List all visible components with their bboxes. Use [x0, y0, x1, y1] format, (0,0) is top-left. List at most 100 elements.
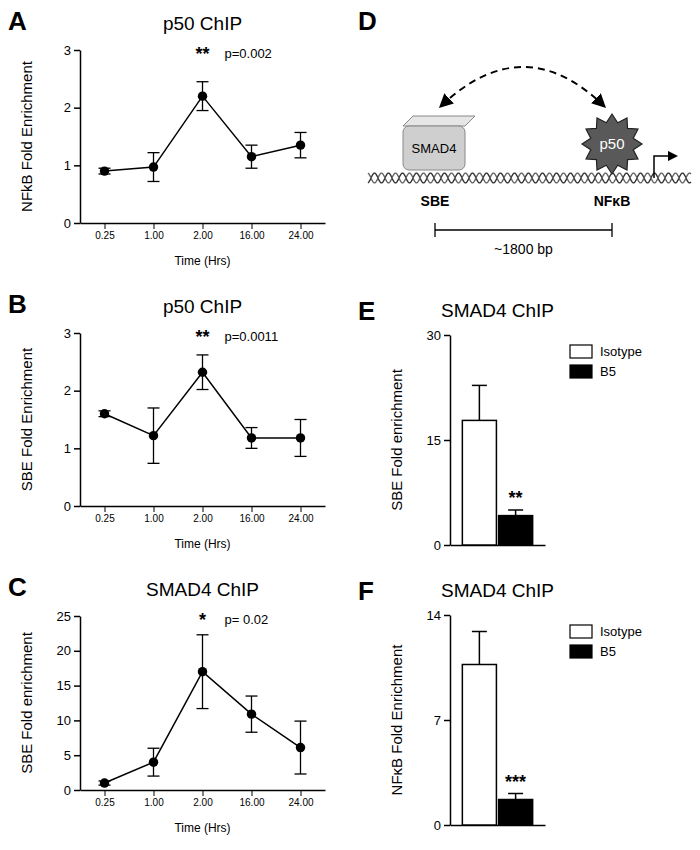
- y-tick: 14: [427, 608, 450, 623]
- panel: A01230.251.002.0016.0024.00p50 ChIPNFkB …: [8, 6, 326, 268]
- y-tick-mark: [74, 107, 80, 109]
- site-label: NFκB: [594, 193, 631, 209]
- figure: A01230.251.002.0016.0024.00p50 ChIPNFkB …: [0, 0, 700, 850]
- x-tick-mark: [203, 506, 204, 512]
- error-bar-cap: [148, 152, 160, 153]
- error-bar: [148, 153, 160, 182]
- x-tick-mark: [105, 506, 106, 512]
- point: [247, 433, 256, 442]
- y-tick: 2: [64, 383, 80, 398]
- legend: IsotypeB5: [570, 624, 642, 659]
- y-tick-label: 14: [427, 608, 441, 623]
- error-bar-cap: [197, 354, 209, 355]
- y-tick-label: 1: [64, 158, 71, 173]
- y-tick-label: 20: [57, 643, 71, 658]
- y-tick: 0: [64, 783, 80, 798]
- y-tick: 0: [434, 538, 450, 553]
- y-tick-mark: [444, 720, 450, 722]
- error-bar-stem: [479, 385, 481, 420]
- point: [296, 743, 305, 752]
- y-tick-label: 5: [64, 748, 71, 763]
- y-tick: 20: [57, 643, 80, 658]
- panel: DSMAD4p50SBENFκB~1800 bp: [358, 6, 691, 257]
- y-tick: 15: [57, 678, 80, 693]
- error-bar-cap: [148, 463, 160, 464]
- point: [198, 667, 207, 676]
- x-tick-mark: [105, 223, 106, 229]
- x-tick-mark: [203, 223, 204, 229]
- x-tick: 0.25: [95, 506, 115, 524]
- bar: [462, 420, 496, 545]
- distance-label: ~1800 bp: [494, 241, 553, 257]
- title: SMAD4 ChIP: [146, 579, 259, 600]
- error-bar-cap: [197, 389, 209, 390]
- marks: [462, 632, 532, 826]
- significance-stars: **: [195, 327, 209, 347]
- protein-label: SMAD4: [412, 141, 457, 156]
- error-bar-cap: [246, 144, 258, 145]
- protein-label: p50: [599, 135, 624, 152]
- x-tick: 16.00: [239, 223, 264, 241]
- y-axis: 01530: [427, 328, 451, 553]
- y-tick-label: 0: [64, 783, 71, 798]
- point: [100, 409, 109, 418]
- y-tick-label: 25: [57, 609, 71, 624]
- y-axis: 0 7 14: [427, 608, 451, 833]
- legend-label: Isotype: [600, 624, 642, 639]
- x-tick: 24.00: [288, 790, 313, 808]
- x-axis: 0.251.002.0016.0024.00: [81, 790, 326, 808]
- error-bar-cap: [508, 509, 523, 511]
- title: p50 ChIP: [163, 296, 242, 317]
- panel: E01530**SMAD4 ChIPSBE Fold enrichmentIso…: [358, 296, 642, 553]
- y-tick-mark: [444, 545, 450, 547]
- panel: C05101520250.251.002.0016.0024.00SMAD4 C…: [8, 572, 326, 835]
- y-tick: 2: [64, 100, 80, 115]
- y-tick-label: 15: [57, 678, 71, 693]
- x-tick-label: 1.00: [144, 230, 164, 241]
- point: [198, 91, 207, 100]
- error-bar: [197, 355, 209, 390]
- error-bar-cap: [295, 157, 307, 158]
- x-tick-label: 24.00: [288, 230, 313, 241]
- y-tick-mark: [444, 335, 450, 337]
- p50-protein: [582, 114, 642, 174]
- y-tick: 3: [64, 326, 80, 341]
- protein-shape: [403, 126, 465, 170]
- y-tick: 7: [434, 713, 450, 728]
- x-tick: 0.25: [95, 223, 115, 241]
- panel-letter: F: [358, 576, 374, 606]
- x-tick: 1.00: [144, 506, 164, 524]
- legend-swatch: [570, 625, 592, 638]
- y-tick-mark: [74, 223, 80, 225]
- error-bar-cap: [197, 634, 209, 635]
- marks: [462, 385, 532, 545]
- title: SMAD4 ChIP: [441, 300, 554, 321]
- panel-letter: E: [358, 296, 375, 326]
- x-tick-label: 2.00: [193, 230, 213, 241]
- x-tick: 2.00: [193, 223, 213, 241]
- x-tick-label: 24.00: [288, 513, 313, 524]
- x-tick-label: 1.00: [144, 797, 164, 808]
- x-tick-mark: [105, 790, 106, 796]
- p-value: p=0.0011: [225, 329, 279, 344]
- y-tick: 0: [434, 818, 450, 833]
- x-tick-label: 24.00: [288, 797, 313, 808]
- x-tick: 2.00: [193, 506, 213, 524]
- y-tick: 30: [427, 328, 450, 343]
- significance-stars: **: [509, 488, 523, 508]
- x-axis-title: Time (Hrs): [174, 537, 230, 551]
- point: [149, 431, 158, 440]
- error-bar-cap: [295, 773, 307, 774]
- y-tick-label: 30: [427, 328, 441, 343]
- x-tick-mark: [252, 790, 253, 796]
- y-axis-line: [80, 51, 82, 224]
- point: [247, 709, 256, 718]
- x-tick-mark: [154, 790, 155, 796]
- y-tick-label: 0: [64, 499, 71, 514]
- error-bar-cap: [148, 748, 160, 749]
- point: [296, 140, 305, 149]
- x-tick: 0.25: [95, 790, 115, 808]
- x-tick: 24.00: [288, 506, 313, 524]
- error-bar-cap: [197, 81, 209, 82]
- marks: [99, 635, 307, 788]
